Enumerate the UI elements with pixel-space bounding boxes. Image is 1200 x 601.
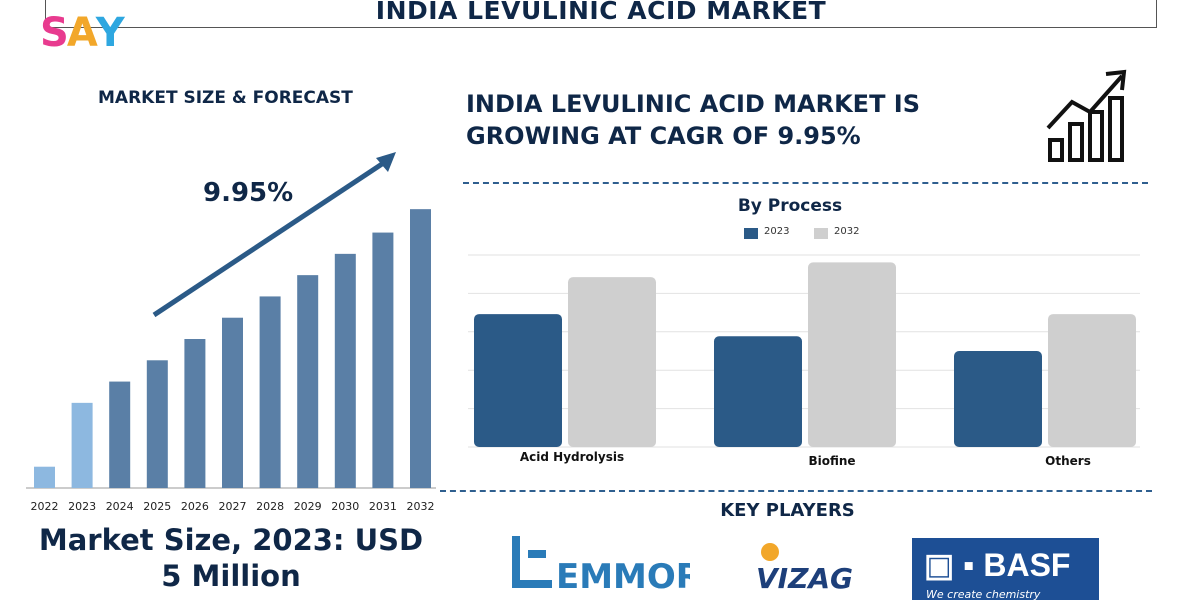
process-bar-others-2023 bbox=[954, 351, 1042, 447]
logo-letter-a: A bbox=[66, 10, 98, 56]
forecast-year-label: 2028 bbox=[256, 500, 285, 513]
forecast-bar-2031 bbox=[372, 232, 394, 488]
say-logo: SAY bbox=[40, 10, 125, 56]
forecast-year-label: 2027 bbox=[218, 500, 247, 513]
basf-subtitle: We create chemistry bbox=[926, 588, 1041, 601]
forecast-bar-2029 bbox=[297, 275, 319, 488]
legend-swatch-2023 bbox=[744, 228, 758, 239]
forecast-bar-chart bbox=[26, 152, 436, 489]
basf-logo-text: ▣ ▪ BASF bbox=[924, 547, 1071, 583]
forecast-bar-2032 bbox=[410, 209, 431, 488]
process-bar-biofine-2023 bbox=[714, 336, 802, 447]
forecast-bar-2030 bbox=[334, 253, 356, 488]
forecast-bar-2022 bbox=[34, 466, 55, 488]
emmore-logo-text: EMMORE bbox=[556, 557, 690, 597]
forecast-bar-2026 bbox=[184, 339, 206, 488]
process-category-label: Acid Hydrolysis bbox=[519, 450, 625, 464]
market-size-value: Market Size, 2023: USD 5 Million bbox=[38, 523, 424, 593]
vizag-logo-text: VIZAG bbox=[756, 562, 853, 595]
forecast-year-label: 2022 bbox=[30, 500, 59, 513]
market-size-heading: MARKET SIZE & FORECAST bbox=[98, 88, 353, 108]
cagr-heading: INDIA LEVULINIC ACID MARKET IS GROWING A… bbox=[466, 90, 921, 150]
forecast-year-label: 2031 bbox=[368, 500, 397, 513]
forecast-year-label: 2029 bbox=[293, 500, 322, 513]
key-players-heading: KEY PLAYERS bbox=[720, 500, 855, 521]
process-bar-chart bbox=[468, 254, 1140, 448]
forecast-year-label: 2025 bbox=[143, 500, 172, 513]
process-chart-title: By Process bbox=[737, 196, 843, 216]
logo-letter-s: S bbox=[40, 10, 69, 56]
legend-label-2032: 2032 bbox=[834, 226, 860, 237]
process-bar-acid-hydrolysis-2023 bbox=[474, 314, 562, 447]
growth-arrow bbox=[152, 157, 390, 318]
forecast-year-label: 2024 bbox=[105, 500, 134, 513]
emmore-logo: EMMORE bbox=[512, 536, 690, 597]
forecast-bar-2027 bbox=[222, 317, 243, 488]
forecast-bar-2023 bbox=[71, 402, 93, 488]
basf-logo: ▣ ▪ BASF We create chemistry bbox=[912, 538, 1099, 601]
growth-chart-icon bbox=[1046, 69, 1127, 162]
forecast-year-label: 2026 bbox=[180, 500, 209, 513]
growth-arrow-head bbox=[376, 152, 396, 172]
divider-top bbox=[463, 182, 1148, 184]
forecast-bar-2025 bbox=[146, 360, 168, 488]
forecast-year-label: 2023 bbox=[68, 500, 97, 513]
process-category-label: Biofine bbox=[808, 454, 856, 468]
process-bar-acid-hydrolysis-2032 bbox=[568, 277, 656, 447]
forecast-bar-2024 bbox=[109, 381, 131, 488]
page-title: INDIA LEVULINIC ACID MARKET bbox=[45, 0, 1157, 28]
forecast-year-label: 2030 bbox=[331, 500, 360, 513]
cagr-value-label: 9.95% bbox=[203, 178, 294, 208]
forecast-bar-2028 bbox=[259, 296, 281, 488]
process-bar-others-2032 bbox=[1048, 314, 1136, 447]
legend-label-2023: 2023 bbox=[764, 226, 790, 237]
process-category-label: Others bbox=[1045, 454, 1091, 468]
forecast-year-label: 2032 bbox=[406, 500, 435, 513]
vizag-logo: VIZAG bbox=[756, 543, 853, 595]
legend-swatch-2032 bbox=[814, 228, 828, 239]
process-bar-biofine-2032 bbox=[808, 262, 896, 447]
divider-bottom bbox=[440, 490, 1152, 492]
logo-letter-y: Y bbox=[95, 10, 125, 56]
